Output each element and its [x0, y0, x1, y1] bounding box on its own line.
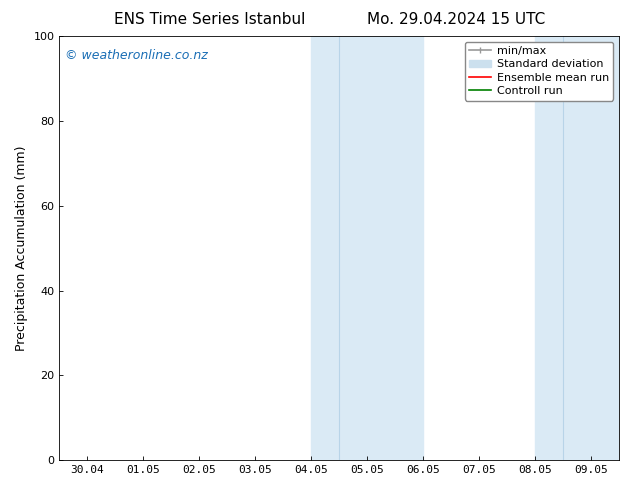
Text: Mo. 29.04.2024 15 UTC: Mo. 29.04.2024 15 UTC — [367, 12, 546, 27]
Text: ENS Time Series Istanbul: ENS Time Series Istanbul — [113, 12, 305, 27]
Bar — [311, 36, 423, 460]
Text: © weatheronline.co.nz: © weatheronline.co.nz — [65, 49, 208, 62]
Legend: min/max, Standard deviation, Ensemble mean run, Controll run: min/max, Standard deviation, Ensemble me… — [465, 42, 614, 100]
Bar — [535, 36, 619, 460]
Y-axis label: Precipitation Accumulation (mm): Precipitation Accumulation (mm) — [15, 146, 28, 351]
